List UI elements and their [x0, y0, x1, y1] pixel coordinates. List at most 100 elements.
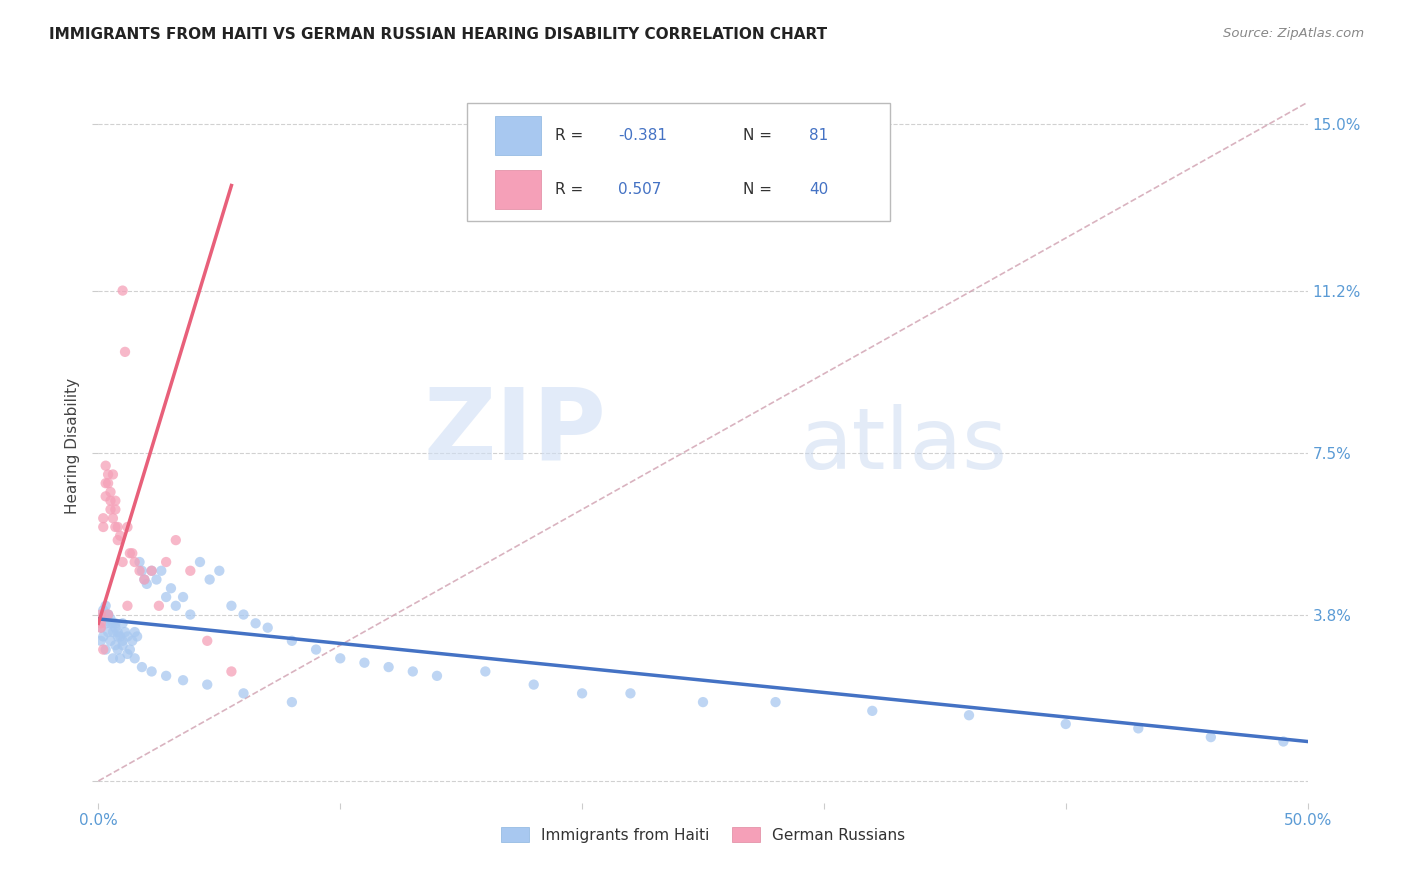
Point	[94, 489, 117, 503]
Point	[195, 677, 218, 691]
Point	[107, 520, 129, 534]
Point	[117, 629, 139, 643]
Point	[118, 642, 141, 657]
Text: 0.507: 0.507	[619, 182, 662, 197]
Point	[91, 603, 114, 617]
Point	[141, 564, 163, 578]
Text: N =: N =	[742, 128, 776, 143]
Point	[101, 651, 124, 665]
Point	[94, 642, 117, 657]
Point	[121, 633, 143, 648]
Point	[97, 625, 120, 640]
Point	[104, 493, 127, 508]
Point	[305, 642, 328, 657]
Point	[91, 629, 114, 643]
Point	[104, 520, 127, 534]
Point	[474, 665, 496, 679]
Point	[765, 695, 787, 709]
Point	[141, 665, 163, 679]
Point	[571, 686, 593, 700]
Point	[281, 695, 304, 709]
Point	[90, 616, 112, 631]
Text: -0.381: -0.381	[619, 128, 668, 143]
Text: atlas: atlas	[800, 404, 1008, 488]
Point	[104, 621, 127, 635]
Point	[90, 621, 112, 635]
Point	[90, 633, 112, 648]
Legend: Immigrants from Haiti, German Russians: Immigrants from Haiti, German Russians	[495, 821, 911, 848]
Text: 81: 81	[810, 128, 828, 143]
Point	[179, 564, 201, 578]
Point	[172, 590, 194, 604]
Point	[97, 467, 120, 482]
Point	[111, 616, 134, 631]
Point	[124, 651, 146, 665]
Point	[97, 607, 120, 622]
Point	[208, 564, 231, 578]
FancyBboxPatch shape	[467, 103, 890, 221]
Point	[104, 638, 127, 652]
Point	[97, 607, 120, 622]
Point	[118, 546, 141, 560]
Point	[91, 607, 114, 622]
Point	[117, 599, 139, 613]
Point	[131, 564, 153, 578]
Point	[108, 529, 131, 543]
Point	[104, 502, 127, 516]
Point	[90, 607, 112, 622]
Point	[860, 704, 883, 718]
Point	[155, 555, 177, 569]
Point	[221, 599, 243, 613]
Point	[97, 476, 120, 491]
Point	[94, 476, 117, 491]
Text: Source: ZipAtlas.com: Source: ZipAtlas.com	[1223, 27, 1364, 40]
Point	[108, 629, 131, 643]
Point	[131, 660, 153, 674]
Point	[94, 599, 117, 613]
Point	[124, 555, 146, 569]
Point	[165, 533, 187, 548]
Point	[172, 673, 194, 688]
Point	[100, 493, 122, 508]
Point	[402, 665, 425, 679]
Point	[100, 633, 122, 648]
Point	[114, 625, 136, 640]
Point	[148, 599, 170, 613]
Point	[195, 633, 218, 648]
Point	[111, 633, 134, 648]
Point	[91, 511, 114, 525]
Point	[1199, 730, 1222, 744]
Point	[232, 607, 254, 622]
Point	[121, 546, 143, 560]
Point	[91, 520, 114, 534]
Point	[107, 625, 129, 640]
Point	[232, 686, 254, 700]
Point	[150, 564, 173, 578]
Text: R =: R =	[555, 182, 589, 197]
Point	[117, 647, 139, 661]
Point	[117, 520, 139, 534]
Point	[100, 616, 122, 631]
Point	[160, 582, 183, 596]
Point	[111, 284, 134, 298]
Point	[97, 607, 120, 622]
Point	[198, 573, 221, 587]
Point	[145, 573, 167, 587]
Point	[94, 458, 117, 473]
Point	[256, 621, 278, 635]
Point	[957, 708, 980, 723]
Point	[1054, 717, 1077, 731]
Bar	[495, 116, 541, 155]
Point	[100, 502, 122, 516]
Point	[141, 564, 163, 578]
Y-axis label: Hearing Disability: Hearing Disability	[65, 378, 80, 514]
Text: ZIP: ZIP	[423, 384, 606, 480]
Point	[135, 577, 157, 591]
Text: 40: 40	[810, 182, 828, 197]
Point	[155, 669, 177, 683]
Point	[114, 344, 136, 359]
Point	[107, 629, 129, 643]
Point	[1272, 734, 1295, 748]
Point	[179, 607, 201, 622]
Point	[221, 665, 243, 679]
